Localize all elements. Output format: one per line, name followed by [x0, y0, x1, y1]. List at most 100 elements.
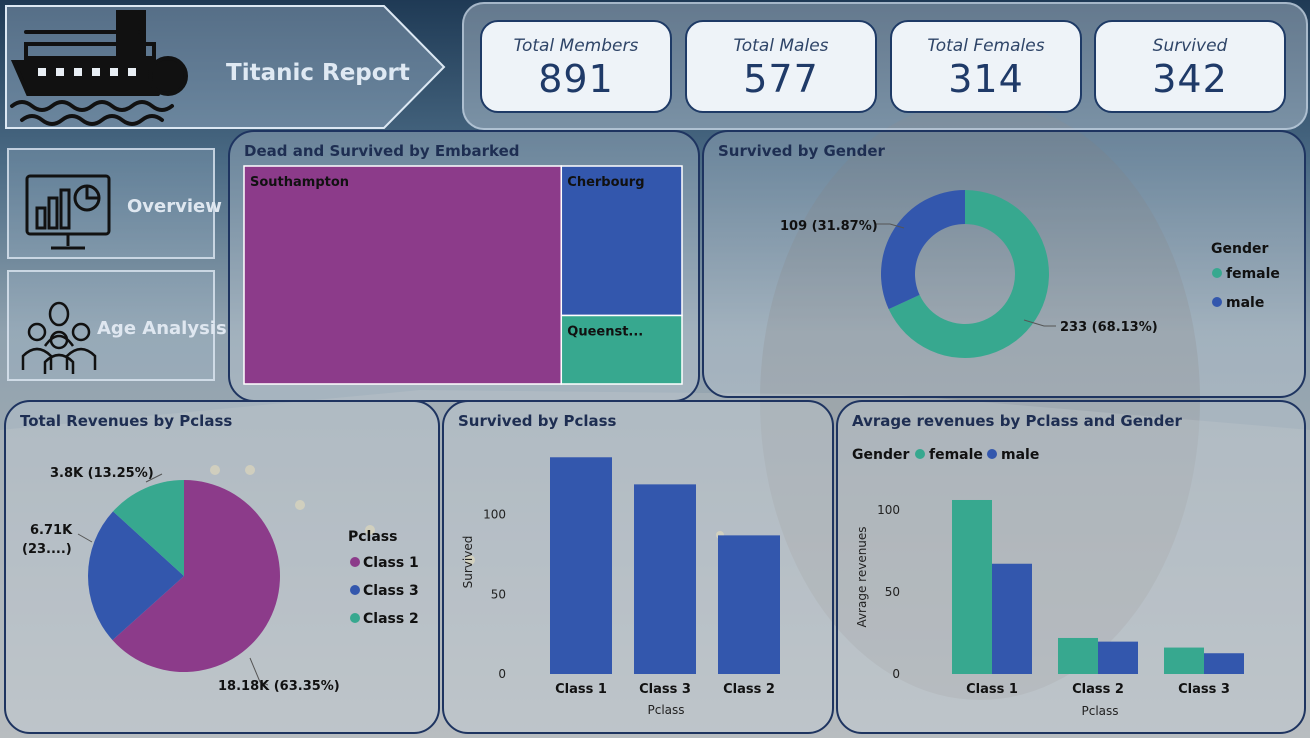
y-tick-label: 100: [877, 503, 900, 517]
nav-button-age-analysis[interactable]: Age Analysis: [7, 270, 227, 381]
people-group-icon: [21, 301, 97, 374]
kpi-label: Total Males: [733, 36, 829, 56]
pie-slice-2: [113, 480, 184, 576]
pie-data-label: 3.8K (13.25%): [50, 466, 154, 481]
treemap-tile-label: Queenst...: [567, 324, 643, 339]
x-tick-label: Class 2: [723, 682, 775, 697]
leader-line: [1023, 319, 1056, 327]
treemap-tile-2: [560, 314, 683, 385]
x-tick-label: Class 3: [639, 682, 691, 697]
legend-swatch: [1212, 297, 1222, 307]
leader-line: [145, 473, 163, 483]
kpi-label: Survived: [1152, 36, 1228, 56]
kpi-card-total-females: Total Females 314: [890, 20, 1082, 113]
y-tick-label: 50: [885, 585, 900, 599]
bar-male-2: [1204, 653, 1244, 674]
kpi-card-total-males: Total Males 577: [685, 20, 877, 113]
nav-button-overview[interactable]: Overview: [7, 148, 222, 259]
bar-1: [634, 484, 696, 674]
pie-data-label: 18.18K (63.35%): [218, 679, 340, 694]
legend-title: Pclass: [348, 529, 397, 545]
y-axis-title: Survived: [461, 536, 475, 589]
kpi-strip: Total Members 891 Total Males 577 Total …: [462, 2, 1308, 130]
x-tick-label: Class 1: [966, 682, 1018, 697]
pie-slice-1: [88, 511, 184, 641]
kpi-label: Total Members: [513, 36, 639, 56]
banner-arrow-shape: [5, 5, 446, 129]
kpi-value: 891: [538, 57, 614, 101]
panel-title: Avrage revenues by Pclass and Gender: [852, 412, 1182, 430]
legend-swatch: [350, 585, 360, 595]
nav-label-overview: Overview: [127, 196, 222, 217]
x-axis-title: Pclass: [1081, 704, 1118, 718]
legend-item: Class 2: [363, 611, 419, 627]
report-header-banner: Titanic Report: [5, 5, 446, 129]
y-axis-title: Avrage revenues: [855, 526, 869, 627]
kpi-value: 577: [743, 57, 819, 101]
pie-data-label: 6.71K: [30, 523, 73, 538]
revenue-pie-chart[interactable]: 18.18K (63.35%) 6.71K (23....) 3.8K (13.25%…: [6, 402, 436, 732]
donut-slice-female: [888, 190, 1049, 358]
x-tick-label: Class 3: [1178, 682, 1230, 697]
embarked-treemap[interactable]: Southampton Cherbourg Queenst...: [243, 165, 684, 386]
legend-title: Gender: [852, 447, 909, 463]
survived-pclass-panel: Survived by Pclass 0 50 100 Survived Class 1…: [442, 400, 834, 734]
legend-swatch: [350, 557, 360, 567]
panel-title: Dead and Survived by Embarked: [244, 142, 520, 160]
treemap-tile-label: Southampton: [250, 175, 349, 190]
x-tick-label: Class 2: [1072, 682, 1124, 697]
legend-swatch: [1212, 268, 1222, 278]
kpi-value: 314: [948, 57, 1024, 101]
panel-title: Survived by Gender: [718, 142, 885, 160]
legend-item: male: [1226, 295, 1264, 311]
avg-revenue-panel: Avrage revenues by Pclass and Gender 0 50…: [836, 400, 1306, 734]
x-axis-title: Pclass: [647, 703, 684, 717]
pie-slice-0: [112, 480, 281, 672]
legend-swatch: [350, 613, 360, 623]
y-tick-label: 50: [491, 587, 506, 601]
bar-female-0: [952, 499, 992, 674]
legend-swatch: [987, 449, 997, 459]
legend-item: female: [1226, 266, 1280, 282]
legend-swatch: [915, 449, 925, 459]
leader-line: [876, 223, 905, 229]
donut-slice-male: [881, 190, 965, 310]
legend-item: female: [929, 447, 983, 463]
kpi-card-total-members: Total Members 891: [480, 20, 672, 113]
x-tick-label: Class 1: [555, 682, 607, 697]
treemap-tile-label: Cherbourg: [567, 175, 644, 190]
bar-male-0: [992, 563, 1032, 674]
leader-line: [249, 657, 269, 686]
avg-revenue-bar-chart[interactable]: 0 50 100 Avrage revenues Gender female male Cla…: [838, 402, 1304, 732]
legend-item: Class 3: [363, 583, 419, 599]
panel-title: Total Revenues by Pclass: [20, 412, 233, 430]
pie-data-label: (23....): [22, 542, 72, 557]
treemap-tile-1: [560, 165, 683, 317]
legend-item: male: [1001, 447, 1039, 463]
gender-donut-panel: Survived by Gender 233 (68.13%) 109 (31.8…: [702, 130, 1306, 398]
gender-donut-chart[interactable]: 233 (68.13%) 109 (31.87%) Gender female male: [704, 132, 1304, 392]
y-tick-label: 0: [498, 667, 506, 681]
presentation-chart-icon: [25, 174, 111, 250]
leader-line: [77, 533, 93, 543]
donut-data-label: 109 (31.87%): [780, 219, 878, 234]
donut-data-label: 233 (68.13%): [1060, 320, 1158, 335]
report-title: Titanic Report: [226, 60, 410, 86]
bar-male-1: [1098, 641, 1138, 674]
titanic-ship-icon: [10, 10, 188, 126]
bar-female-1: [1058, 637, 1098, 674]
kpi-label: Total Females: [927, 36, 1045, 56]
kpi-value: 342: [1152, 57, 1228, 101]
embarked-treemap-panel: Dead and Survived by Embarked Southampto…: [228, 130, 700, 402]
nav-label-age-analysis: Age Analysis: [97, 318, 227, 339]
kpi-card-survived: Survived 342: [1094, 20, 1286, 113]
bar-2: [718, 535, 780, 674]
bar-0: [550, 457, 612, 674]
survived-pclass-bar-chart[interactable]: 0 50 100 Survived Class 1 Class 3 Class 2 Pclas…: [444, 402, 834, 732]
bar-female-2: [1164, 647, 1204, 674]
panel-title: Survived by Pclass: [458, 412, 617, 430]
revenue-pie-panel: Total Revenues by Pclass 18.18K (63.35%)…: [4, 400, 440, 734]
y-tick-label: 100: [483, 508, 506, 522]
treemap-tile-0: [243, 165, 563, 385]
y-tick-label: 0: [892, 667, 900, 681]
